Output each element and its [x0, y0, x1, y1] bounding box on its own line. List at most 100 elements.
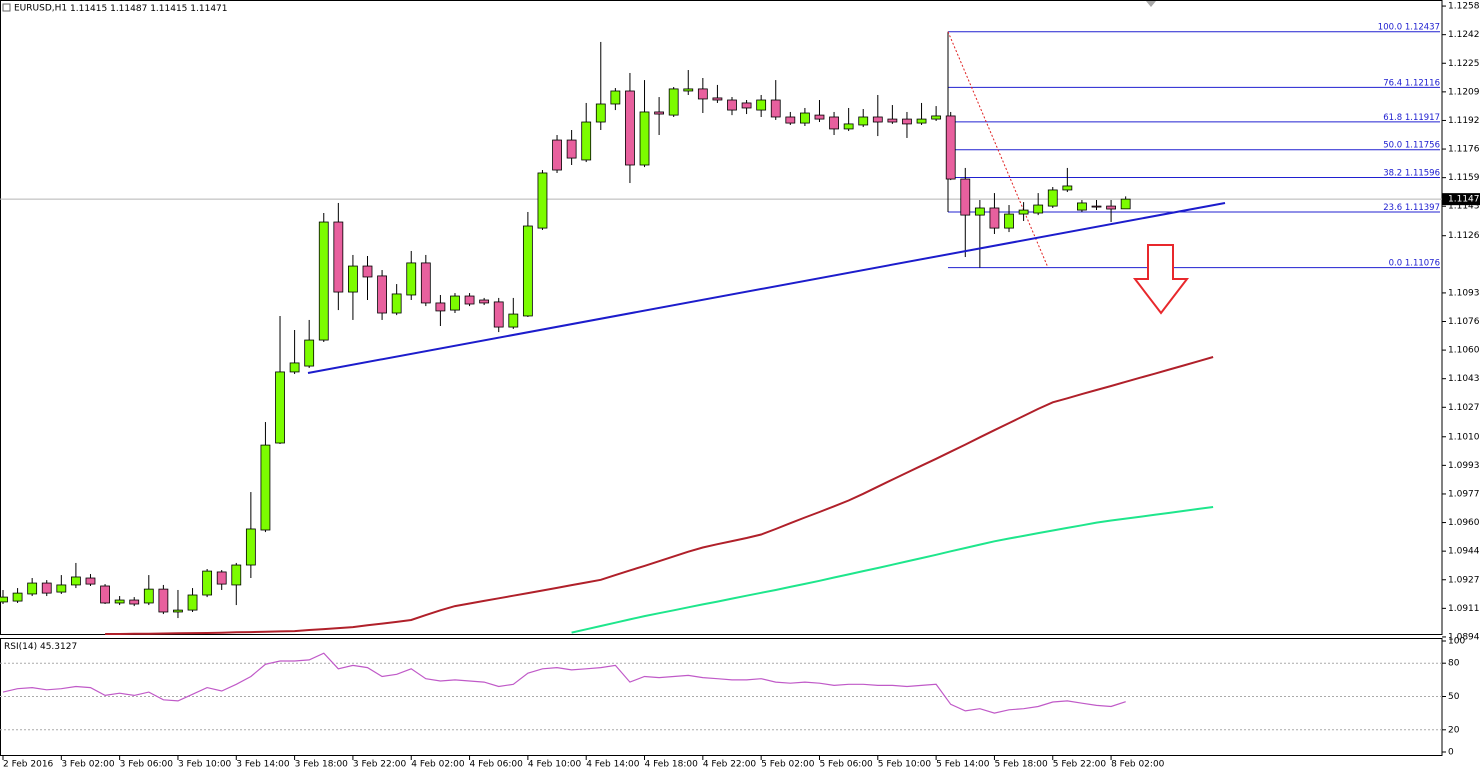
current-price-label: 1.11471 [1448, 195, 1480, 205]
candle-body [974, 207, 985, 216]
candle-body [581, 121, 592, 161]
rsi-tick-label: 80 [1448, 659, 1460, 669]
header: EURUSD,H1 1.11415 1.11487 1.11415 1.1147… [2, 3, 228, 652]
header-icon [2, 3, 11, 12]
y-tick-label: 1.09770 [1448, 489, 1480, 499]
fib-level: 0.0 [1389, 258, 1403, 268]
candle-body [41, 582, 52, 594]
y-tick-label: 1.11430 [1448, 202, 1480, 212]
candle-body [435, 302, 446, 312]
x-tick-label: 4 Feb 18:00 [645, 760, 699, 770]
fib-price: 1.11076 [1405, 258, 1440, 268]
x-tick-label: 5 Feb 22:00 [1053, 760, 1107, 770]
fib-level: 50.0 [1383, 140, 1402, 150]
fib-price: 1.11756 [1405, 140, 1440, 150]
indicator-layer [0, 31, 1442, 635]
y-tick-label: 1.12090 [1448, 87, 1480, 97]
y-tick-label: 1.10270 [1448, 403, 1480, 413]
header-close: 1.11471 [190, 4, 227, 14]
candle-body [0, 596, 8, 603]
y-tick-label: 1.10930 [1448, 288, 1480, 298]
candle-body [902, 118, 912, 125]
x-tick-label: 4 Feb 14:00 [586, 760, 640, 770]
candle-body [245, 528, 256, 566]
y-tick-label: 1.10435 [1448, 374, 1480, 384]
candle-body [989, 207, 1000, 229]
candle-body [12, 592, 23, 602]
rsi-title: RSI(14) 45.3127 [4, 642, 77, 652]
candle-body [858, 116, 869, 126]
rsi-line [2, 652, 1126, 714]
header-low: 1.11415 [150, 4, 187, 14]
x-tick-label: 5 Feb 14:00 [936, 760, 990, 770]
candle-body [260, 444, 271, 531]
moving-average [105, 356, 1214, 635]
scroll-marker [1146, 1, 1156, 7]
candle-body [318, 221, 329, 341]
candle-body [100, 585, 110, 604]
x-tick-label: 3 Feb 22:00 [353, 760, 407, 770]
fib-price: 1.11917 [1405, 112, 1440, 122]
candle-body [1106, 205, 1116, 210]
fib-level: 76.4 [1383, 78, 1402, 88]
header-open: 1.11415 [70, 4, 107, 14]
candle-body [377, 275, 387, 314]
candle-body [712, 97, 723, 101]
candle-body [566, 139, 577, 159]
candle-body [85, 577, 96, 585]
fib-label: 50.0 1.11756 [1383, 140, 1440, 150]
candle-body [916, 118, 927, 124]
candle-body [697, 88, 708, 100]
candle-body [741, 102, 752, 109]
candle-body [1018, 209, 1029, 215]
candle-body [625, 90, 635, 166]
y-tick-label: 1.09110 [1448, 604, 1480, 614]
candle-body [464, 295, 475, 305]
y-tick-label: 1.10765 [1448, 317, 1480, 327]
x-tick-label: 3 Feb 18:00 [295, 760, 349, 770]
candle-body [202, 570, 213, 596]
y-tick-label: 1.09440 [1448, 547, 1480, 557]
main-frame [0, 0, 1443, 635]
candle-body [391, 293, 402, 314]
x-tick-label: 5 Feb 02:00 [761, 760, 815, 770]
x-tick-label: 4 Feb 06:00 [470, 760, 524, 770]
candle-body [231, 564, 242, 586]
candle-body [727, 99, 737, 111]
y-tick-label: 1.12420 [1448, 30, 1480, 40]
candle-body [668, 88, 679, 116]
candle-body [216, 571, 227, 585]
rsi-name: RSI(14) [4, 642, 37, 652]
fib-label: 0.0 1.11076 [1389, 258, 1440, 268]
candle-body [945, 115, 956, 180]
fib-level: 100.0 [1378, 22, 1402, 32]
candle-body [1004, 213, 1014, 229]
fib-level: 23.6 [1383, 202, 1402, 212]
candle-body [785, 116, 796, 124]
candle-body [1091, 205, 1102, 208]
fib-diagonal [947, 31, 1049, 268]
candle-body [537, 172, 548, 229]
x-tick-label: 2 Feb 2016 [3, 760, 54, 770]
candle-body [362, 265, 373, 278]
current-price-box [1442, 193, 1480, 206]
y-tick-label: 1.12255 [1448, 59, 1480, 69]
candle-layer [0, 41, 1131, 619]
y-tick-label: 1.11260 [1448, 231, 1480, 241]
x-tick-label: 4 Feb 22:00 [703, 760, 757, 770]
header-ohlc: 1.11415 1.11487 1.11415 1.11471 [70, 4, 228, 14]
candle-body [173, 609, 183, 613]
fib-level: 38.2 [1383, 168, 1402, 178]
x-tick-label: 5 Feb 18:00 [994, 760, 1048, 770]
x-tick-label: 4 Feb 10:00 [528, 760, 582, 770]
candle-body [872, 116, 883, 123]
x-tick-label: 8 Feb 02:00 [1111, 760, 1165, 770]
trend-line [307, 202, 1226, 374]
y-tick-label: 1.08945 [1448, 632, 1480, 642]
x-tick-label: 3 Feb 02:00 [61, 760, 115, 770]
y-tick-label: 1.10100 [1448, 432, 1480, 442]
rsi-tick-label: 20 [1448, 725, 1460, 735]
fib-label: 38.2 1.11596 [1383, 168, 1440, 178]
y-tick-label: 1.09935 [1448, 461, 1480, 471]
